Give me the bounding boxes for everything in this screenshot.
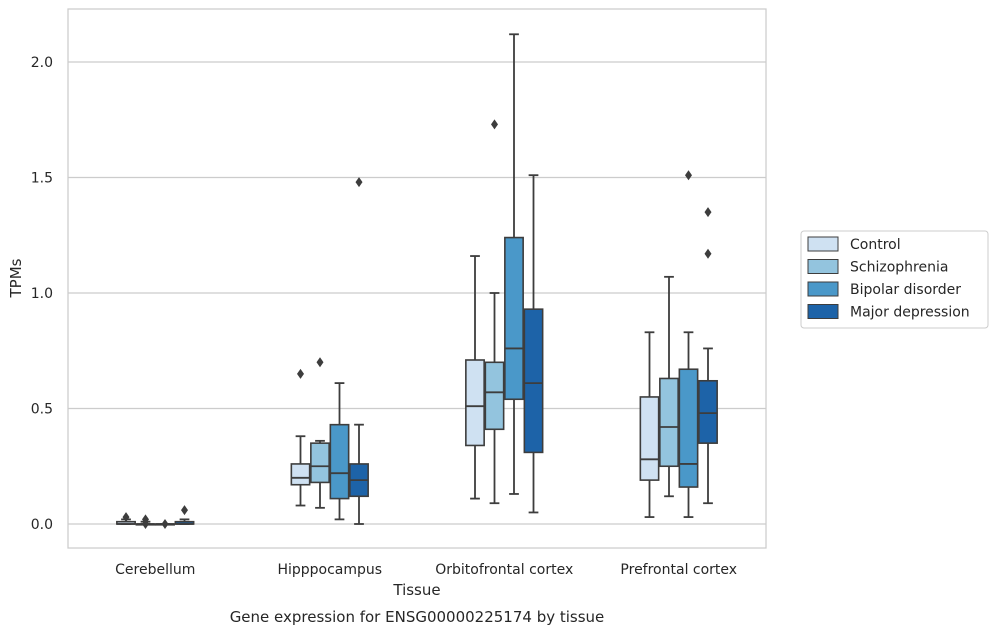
legend-swatch (807, 281, 839, 297)
box-body (698, 379, 718, 444)
box-body (290, 463, 311, 486)
y-tick-label: 0.0 (31, 517, 53, 533)
x-tick-labels: Cerebellum Hipppocampus Orbitofrontal cort… (115, 562, 737, 578)
box (116, 512, 136, 525)
legend-frame (800, 230, 989, 329)
box (504, 33, 524, 495)
x-tick-label: Prefrontal cortex (620, 562, 737, 578)
box-body (678, 368, 699, 488)
legend-item-label: Major depression (850, 305, 970, 321)
box (523, 174, 544, 514)
y-tick-label: 1.0 (31, 286, 53, 302)
outlier-point (122, 512, 130, 523)
box (678, 170, 699, 518)
box (290, 368, 311, 507)
outlier-point (355, 177, 363, 188)
outlier-point (491, 119, 498, 130)
box-body (659, 377, 679, 468)
x-tick-label: Hipppocampus (277, 562, 382, 578)
outlier-point (142, 519, 149, 529)
legend: Control Schizophrenia Bipolar disorder Majo… (800, 230, 989, 329)
legend-item-label: Control (850, 237, 901, 253)
boxes (116, 33, 718, 529)
outlier-point (297, 368, 304, 379)
box-body (484, 361, 505, 431)
y-tick-labels: 0.0 0.5 1.0 1.5 2.0 (31, 55, 53, 533)
legend-item-label: Bipolar disorder (850, 282, 961, 298)
y-tick-label: 1.5 (31, 171, 53, 187)
box (155, 519, 175, 529)
box (698, 207, 718, 505)
outlier-point (704, 207, 712, 218)
legend-swatch (807, 259, 839, 274)
x-tick-label: Cerebellum (115, 562, 195, 578)
legend-swatch (807, 236, 839, 252)
x-axis-label: Tissue (392, 581, 440, 599)
box (465, 255, 485, 500)
box (310, 357, 330, 509)
box (174, 505, 195, 525)
box-body (523, 308, 544, 454)
outlier-point (181, 505, 188, 516)
y-tick-label: 2.0 (31, 55, 53, 71)
outlier-point (316, 357, 324, 368)
box (639, 331, 660, 518)
plot-frame (67, 8, 767, 549)
box (484, 119, 505, 505)
y-tick-label: 0.5 (31, 402, 53, 418)
outlier-point (704, 248, 712, 259)
legend-item-label: Schizophrenia (850, 260, 948, 276)
legend-swatch (807, 304, 839, 319)
box (659, 275, 679, 498)
box-body (329, 423, 350, 500)
chart-caption: Gene expression for ENSG00000225174 by t… (230, 608, 605, 626)
x-tick-label: Orbitofrontal cortex (435, 562, 573, 578)
box-body (310, 442, 330, 484)
outlier-point (161, 519, 169, 529)
outlier-point (685, 170, 692, 181)
box-body (504, 236, 524, 401)
box-body (465, 359, 485, 447)
box-body (639, 396, 660, 481)
y-axis-label: TPMs (7, 258, 25, 298)
box (135, 514, 156, 529)
box (329, 382, 350, 521)
box (349, 177, 369, 525)
